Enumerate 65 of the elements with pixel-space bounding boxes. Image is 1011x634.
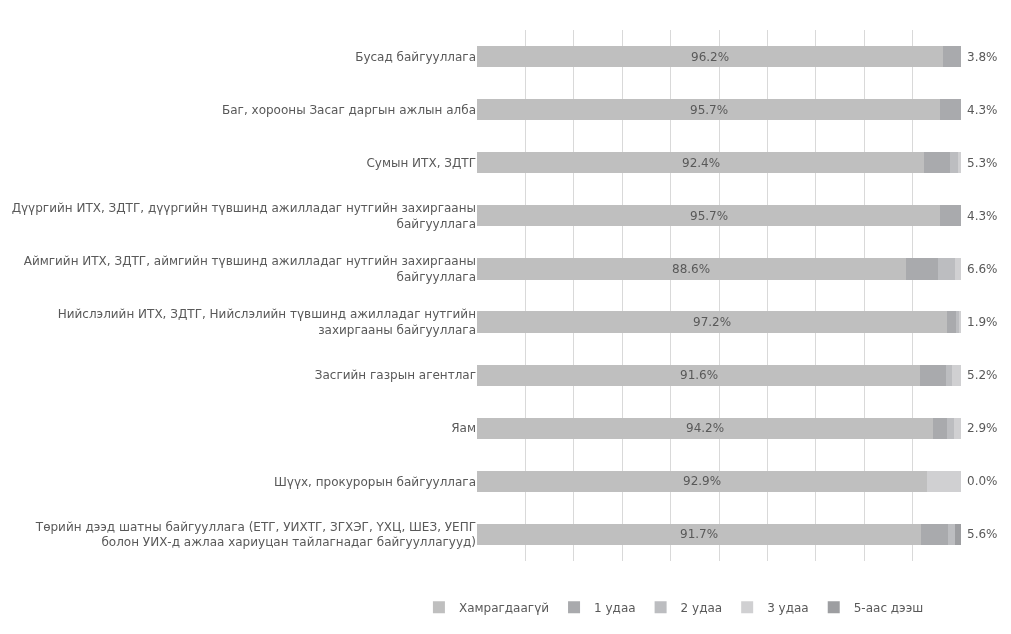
bar — [951, 364, 961, 386]
bar — [905, 258, 938, 280]
data-label: 88.6% — [672, 262, 711, 276]
data-label: 95.7% — [690, 209, 729, 223]
bar — [477, 364, 921, 386]
legend-label: Хамрагдаагүй — [458, 601, 550, 616]
bar — [477, 258, 906, 280]
bar — [940, 205, 961, 227]
data-label: 96.2% — [691, 50, 730, 64]
data-label: 4.3% — [967, 103, 998, 117]
y-tick-label: Яам — [451, 421, 476, 436]
bar — [477, 311, 948, 333]
bar — [477, 417, 933, 439]
data-label: 4.3% — [967, 209, 998, 223]
bar — [953, 417, 961, 439]
data-label: 92.9% — [683, 474, 722, 488]
y-tick-label: Аймгийн ИТХ, ЗДТГ, аймгийн түвшинд ажилладаг нутгийн захиргааны байгууллага — [23, 254, 476, 284]
data-label: 2.9% — [967, 421, 998, 435]
data-label: 5.6% — [967, 527, 998, 541]
data-label: 0.0% — [967, 474, 998, 488]
bar — [920, 364, 946, 386]
bar — [947, 311, 957, 333]
data-label: 5.3% — [967, 156, 998, 170]
legend-label: 3 удаа — [767, 601, 809, 616]
y-tick-label: Нийслэлийн ИТХ, ЗДТГ, Нийслэлийн түвшинд ажилладаг нутгийн захиргааны байгууллага — [57, 307, 476, 338]
y-tick-label: Засгийн газрын агентлаг — [314, 368, 476, 383]
data-label: 91.6% — [680, 368, 719, 382]
data-label: 3.8% — [967, 50, 998, 64]
bar — [954, 523, 961, 546]
y-tick-label: Дүүргийн ИТХ, ЗДТГ, дүүргийн түвшинд ажилладаг нутгийн захиргааны байгууллага — [11, 201, 476, 231]
data-label: 1.9% — [967, 315, 998, 329]
bar — [946, 417, 954, 439]
bar — [920, 523, 948, 546]
y-tick-label: Баг, хорооны Засаг даргын ажлын алба — [222, 102, 476, 117]
bar — [477, 99, 941, 121]
bar — [477, 205, 941, 227]
data-label: 6.6% — [967, 262, 998, 276]
bar — [477, 523, 921, 546]
data-label: 92.4% — [682, 156, 721, 170]
data-label: 95.7% — [690, 103, 729, 117]
y-tick-label: Бусад байгууллага — [355, 49, 476, 64]
bar — [477, 470, 927, 492]
bar — [958, 152, 961, 174]
bar — [924, 152, 950, 174]
bar — [926, 470, 961, 492]
legend-label: 1 удаа — [594, 601, 636, 616]
bar — [947, 523, 955, 546]
y-tick-label: Шүүх, прокурорын байгууллага — [273, 474, 476, 489]
bar — [477, 152, 925, 174]
data-label: 97.2% — [693, 315, 732, 329]
bar — [949, 152, 959, 174]
bar — [945, 364, 952, 386]
data-label: 94.2% — [686, 421, 725, 435]
bar — [937, 258, 956, 280]
legend-label: 5-аас дээш — [853, 601, 924, 616]
y-tick-label: Төрийн дээд шатны байгууллага (ЕТГ, УИХТГ, ЗГХЭГ, ҮХЦ, ШЕЗ, УЕПГ болон УИХ-д ажлаа хариуцан тайлагнадаг байгууллагууд) — [34, 519, 476, 550]
data-label: 5.2% — [967, 368, 998, 382]
y-tick-label: Сумын ИТХ, ЗДТГ — [366, 155, 476, 170]
bar — [940, 99, 961, 121]
bar — [942, 45, 961, 68]
bar — [477, 45, 943, 68]
bar — [955, 258, 961, 280]
bar — [932, 417, 947, 439]
data-label: 91.7% — [680, 527, 719, 541]
legend-label: 2 удаа — [680, 601, 723, 616]
